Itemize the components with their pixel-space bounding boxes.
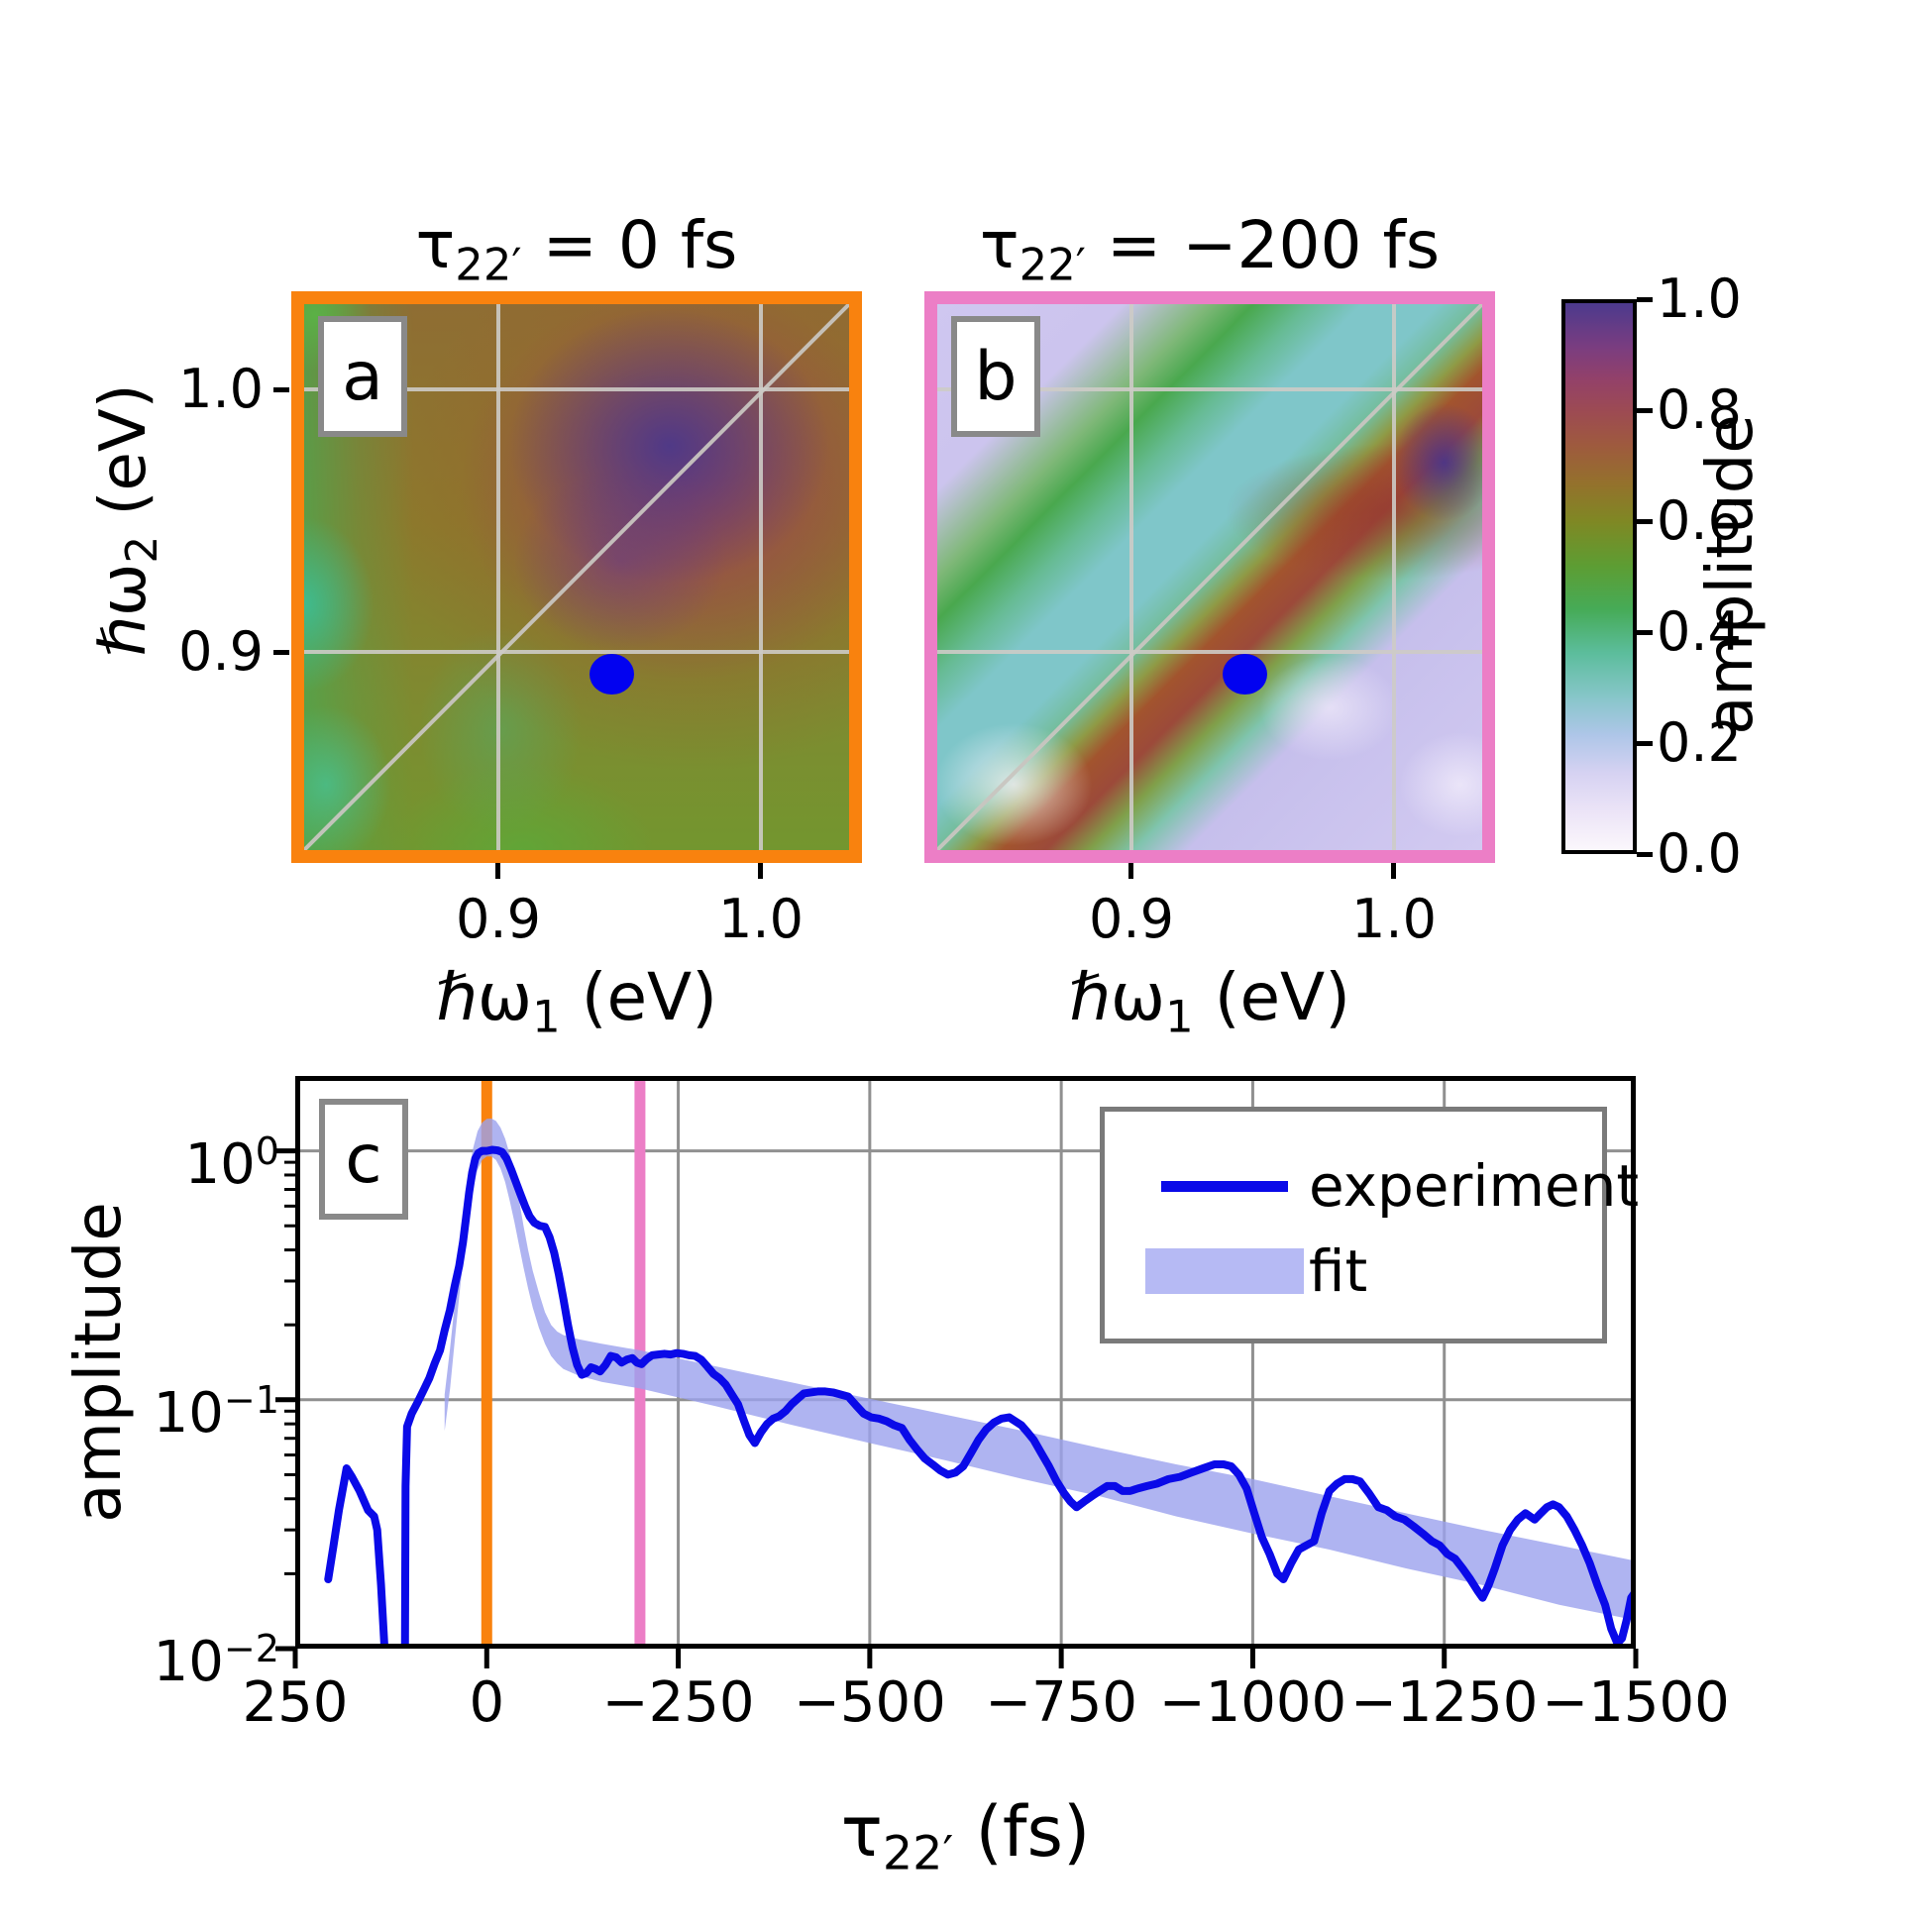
- gridline-x-0.9: [496, 304, 500, 850]
- colorbar-tick: [1637, 852, 1653, 857]
- panel-b-title: τ22′ = −200 fs: [924, 203, 1495, 291]
- panel-b-heatmap-frame: b: [924, 291, 1495, 863]
- hbar-omega1-sub: 1: [1165, 990, 1194, 1043]
- tau-subscript: 22′: [455, 238, 522, 291]
- panel-c-xtick-label: −750: [985, 1670, 1138, 1735]
- hbar-omega2-symbol: ℏω: [87, 563, 161, 657]
- hbar-omega1-sub: 1: [532, 990, 561, 1043]
- panel-a-xtick-0.9: [495, 863, 500, 879]
- panel-a-letter-box: a: [318, 316, 407, 437]
- hbar-omega1-symbol: ℏω: [1069, 959, 1166, 1035]
- colorbar-tick-label: 1.0: [1657, 268, 1742, 330]
- colorbar-tick: [1637, 408, 1653, 413]
- panel-a-xtick-1.0: [758, 863, 763, 879]
- tau-symbol: τ: [840, 1791, 883, 1873]
- panel-a-heatmap-frame: a: [291, 291, 862, 863]
- panel-a-title-value: = 0 fs: [521, 207, 738, 283]
- colorbar-tick-label: 0.8: [1657, 378, 1742, 441]
- hbar-omega2-sub: 2: [118, 535, 168, 564]
- colorbar-tick: [1637, 630, 1653, 635]
- legend-row-fit: fit: [1140, 1236, 1367, 1306]
- tau-symbol: τ: [979, 207, 1020, 283]
- panel-b-title-value: = −200 fs: [1085, 207, 1441, 283]
- panel-c-xtick-label: −500: [793, 1670, 946, 1735]
- legend-label-fit: fit: [1309, 1237, 1368, 1305]
- panel-b-xtick-label-1.0: 1.0: [1351, 888, 1437, 950]
- colorbar-tick-label: 0.0: [1657, 822, 1742, 885]
- panel-c-xtick-label: −1250: [1349, 1670, 1539, 1735]
- hbar-omega1-symbol: ℏω: [436, 959, 533, 1035]
- gridline-y-1.0: [937, 387, 1482, 391]
- panel-c-yaxis-label: amplitude: [62, 1202, 136, 1523]
- panel-a-ytick-0.9: [273, 650, 289, 655]
- gridline-x-0.9: [1129, 304, 1133, 850]
- experiment-line-swatch: [1140, 1180, 1309, 1192]
- fit-band-swatch: [1140, 1248, 1309, 1294]
- gridline-x-1.0: [759, 304, 763, 850]
- panel-b-letter: b: [974, 337, 1018, 416]
- hbar-omega1-unit: (eV): [560, 959, 717, 1035]
- panel-c-ytick-label: 10−2: [153, 1627, 279, 1695]
- legend: experiment fit: [1100, 1107, 1639, 1343]
- panel-c-xaxis-label: τ22′ (fs): [295, 1785, 1636, 1881]
- colorbar-tick: [1637, 519, 1653, 524]
- colorbar-label: amplitude: [1694, 414, 1768, 735]
- blue-marker-dot: [590, 654, 634, 695]
- panel-b-xtick-label-0.9: 0.9: [1089, 888, 1174, 950]
- legend-row-experiment: experiment: [1140, 1151, 1639, 1221]
- panel-c-ytick-label: 100: [184, 1128, 280, 1197]
- panel-b-xtick-0.9: [1128, 863, 1133, 879]
- blue-marker-dot: [1223, 654, 1267, 695]
- colorbar-tick: [1637, 297, 1653, 302]
- gridline-x-1.0: [1392, 304, 1396, 850]
- diagonal-line: [937, 304, 1482, 850]
- panel-b-xaxis-label: ℏω1 (eV): [924, 953, 1495, 1043]
- hbar-omega1-unit: (eV): [1193, 959, 1350, 1035]
- colorbar-tick: [1637, 741, 1653, 746]
- legend-label-experiment: experiment: [1309, 1152, 1640, 1220]
- panel-b-letter-box: b: [951, 316, 1040, 437]
- panel-c-xtick-label: −250: [601, 1670, 755, 1735]
- panel-c-plot: [275, 1076, 1639, 1668]
- tau-subscript: 22′: [1019, 238, 1086, 291]
- panel-a-title: τ22′ = 0 fs: [291, 203, 862, 291]
- tau-symbol: τ: [415, 207, 456, 283]
- panel-a-xaxis-label: ℏω1 (eV): [291, 953, 862, 1043]
- panel-b-xtick-1.0: [1391, 863, 1396, 879]
- panel-c-ytick-label: 10−1: [153, 1377, 279, 1446]
- panel-c-xtick-label: −1000: [1158, 1670, 1347, 1735]
- panel-c-xtick-label: 0: [469, 1670, 505, 1735]
- panel-a-xtick-label-1.0: 1.0: [718, 888, 804, 950]
- panel-a-ytick-label-0.9: 0.9: [178, 620, 264, 683]
- gridline-y-0.9: [304, 650, 849, 654]
- panel-a-xtick-label-0.9: 0.9: [456, 888, 541, 950]
- gridline-y-0.9: [937, 650, 1482, 654]
- panel-a-ytick-1.0: [273, 387, 289, 392]
- colorbar-tick-label: 0.4: [1657, 600, 1742, 663]
- panel-a-yaxis-label: ℏω2 (eV): [87, 272, 167, 768]
- panel-c-xtick-label: −1500: [1542, 1670, 1730, 1735]
- colorbar-tick-label: 0.6: [1657, 489, 1742, 552]
- hbar-omega2-unit: (eV): [87, 383, 161, 536]
- panel-b-heatmap: b: [937, 304, 1482, 850]
- panel-a-ytick-label-1.0: 1.0: [178, 358, 264, 420]
- panel-c-letter: c: [345, 1120, 382, 1199]
- tau-subscript: 22′: [882, 1826, 954, 1881]
- colorbar: [1561, 299, 1637, 854]
- panel-c-letter-box: c: [319, 1099, 408, 1220]
- gridline-y-1.0: [304, 387, 849, 391]
- panel-c-xtick-label: 250: [242, 1670, 349, 1735]
- diagonal-line: [304, 304, 849, 850]
- colorbar-tick-label: 0.2: [1657, 711, 1742, 774]
- panel-a-letter: a: [342, 337, 383, 416]
- panel-c-xaxis-unit: (fs): [953, 1791, 1091, 1873]
- panel-a-heatmap: a: [304, 304, 849, 850]
